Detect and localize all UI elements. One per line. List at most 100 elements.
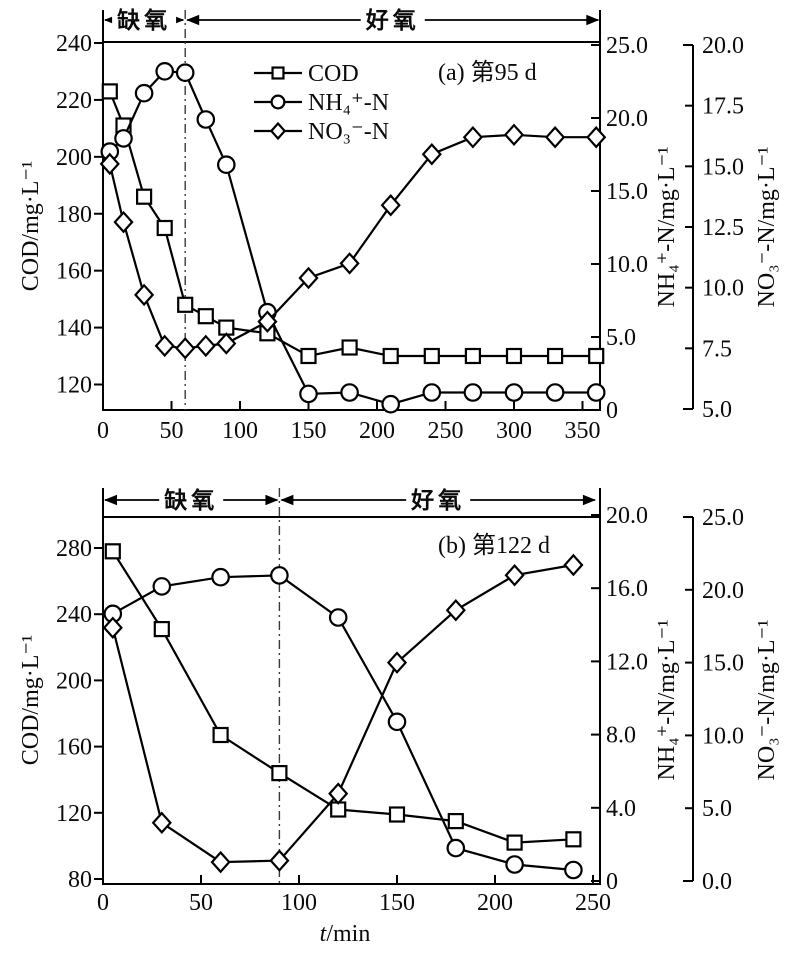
diamond-marker (386, 651, 408, 674)
phase-label: 好氧 (410, 487, 465, 513)
phase-label-mask (112, 7, 177, 33)
x-tick-label: 50 (160, 418, 184, 444)
nh4-tick-label: 20.0 (606, 106, 648, 132)
circle-marker (328, 608, 348, 627)
no3-tick-label: 7.5 (702, 336, 732, 362)
nh4-tick-label: 8.0 (606, 723, 636, 749)
legend (254, 66, 302, 141)
circle-marker (505, 855, 524, 874)
plot-frame (102, 41, 601, 411)
circle-marker (340, 383, 359, 402)
chart-a-nh4-axis-label: NH₄⁺-N/mg·L⁻¹ (654, 147, 680, 308)
diamond-marker (545, 125, 566, 149)
diamond-marker (113, 210, 134, 234)
x-axis-label: t/min (320, 921, 371, 947)
no3-tick-label: 15.0 (702, 154, 744, 180)
no3-tick-label: 5.0 (702, 397, 732, 423)
no3-tick-label: 25.0 (702, 505, 744, 531)
x-tick-label: 0 (97, 418, 109, 444)
square-marker (506, 834, 523, 851)
chart-b-title: (b) 第122 d (438, 532, 550, 559)
diamond-marker (328, 782, 349, 805)
phase-label-mask (406, 487, 471, 513)
chart-a-title: (a) 第95 d (438, 59, 537, 86)
phase-label: 好氧 (365, 7, 420, 33)
square-marker (300, 347, 317, 365)
circle-marker (446, 838, 466, 858)
square-marker (104, 543, 121, 560)
circle-marker (564, 860, 583, 880)
square-marker (423, 347, 440, 365)
x-tick-label: 300 (496, 418, 532, 444)
circle-marker (211, 567, 230, 587)
diamond-marker (445, 598, 466, 622)
circle-marker (155, 62, 174, 81)
diamond-marker (134, 283, 155, 307)
diamond-marker (503, 123, 525, 147)
square-marker (271, 66, 285, 80)
square-marker (101, 83, 118, 100)
no3-tick-label: 10.0 (702, 276, 744, 302)
cod-tick-label: 220 (56, 88, 92, 114)
diamond-marker (210, 850, 231, 874)
x-tick-label: 150 (291, 418, 327, 444)
diamond-marker (563, 553, 584, 577)
square-marker (271, 764, 288, 782)
cod-tick-label: 200 (56, 668, 92, 694)
square-marker (153, 620, 170, 638)
nh4-tick-label: 20.0 (606, 503, 648, 529)
nh4-tick-label: 16.0 (606, 576, 648, 602)
chart-b-cod-axis-label: COD/mg·L⁻¹ (18, 635, 44, 766)
legend-label-cod: COD (308, 61, 359, 87)
plot-frame (102, 516, 601, 885)
x-tick-label: 50 (189, 890, 213, 916)
square-marker (136, 188, 153, 205)
circle-marker (196, 110, 216, 129)
circle-marker (175, 63, 195, 82)
no3-tick-label: 20.0 (702, 33, 744, 59)
circle-marker (463, 383, 483, 402)
diamond-marker (216, 332, 237, 355)
diamond-marker (298, 266, 319, 290)
cod-tick-label: 180 (56, 202, 92, 228)
chart-b-no3-axis-label: NO₃⁻-N/mg·L⁻¹ (754, 620, 780, 781)
nh4-tick-label: 4.0 (606, 796, 636, 822)
circle-marker (270, 566, 289, 585)
no3-tick-label: 0.0 (702, 869, 732, 895)
phase-label: 缺氧 (117, 7, 171, 33)
arrowhead-icon (582, 494, 596, 506)
nh4-tick-label: 0 (606, 398, 618, 424)
square-marker (177, 296, 194, 313)
circle-marker (134, 83, 154, 103)
square-marker (447, 812, 464, 830)
arrowhead-icon (104, 494, 117, 506)
nh4-tick-label: 5.0 (606, 325, 636, 351)
no3-tick-label: 15.0 (702, 651, 744, 677)
series-line-diamond (108, 133, 597, 350)
circle-marker (504, 383, 524, 402)
phase-label: 缺氧 (164, 487, 218, 513)
chart-b-nh4-axis-label: NH₄⁺-N/mg·L⁻¹ (654, 620, 680, 781)
diamond-marker (380, 193, 401, 217)
diamond-marker (195, 334, 216, 358)
square-marker (546, 347, 564, 365)
circle-marker (586, 383, 606, 402)
phase-label-mask (159, 487, 224, 513)
phase-label-mask (360, 7, 425, 33)
cod-tick-label: 160 (56, 259, 92, 285)
square-marker (588, 347, 605, 365)
chart-b: 缺氧 好氧 0 50 100 150 200 250 280 240 200 160 120 80 20.0… (56, 487, 744, 916)
cod-tick-label: 280 (56, 536, 92, 562)
cod-tick-label: 160 (56, 735, 92, 761)
square-marker (382, 347, 399, 365)
square-marker (197, 308, 214, 325)
diamond-marker (269, 121, 287, 141)
cod-tick-label: 80 (68, 867, 92, 893)
arrowhead-icon (280, 494, 294, 506)
square-marker (464, 347, 481, 365)
no3-tick-label: 20.0 (702, 578, 744, 604)
diamond-marker (151, 811, 172, 835)
square-marker (505, 347, 523, 365)
x-axis-label-var: t (320, 921, 328, 947)
